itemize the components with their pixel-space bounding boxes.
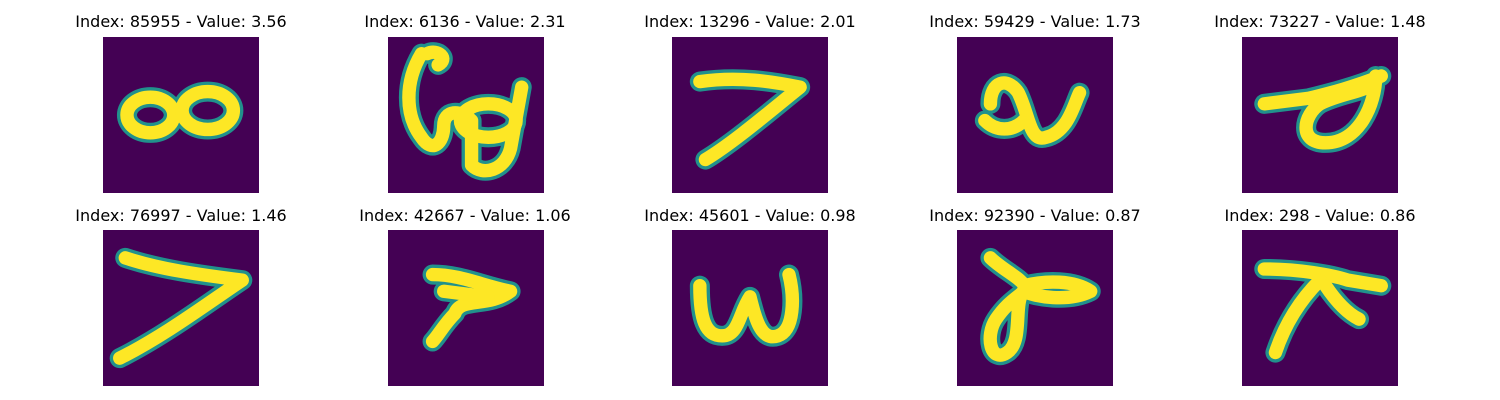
panel-1-title: Index: 85955 - Value: 3.56 bbox=[75, 12, 287, 31]
panel-1-image bbox=[103, 37, 259, 193]
panel-7-image bbox=[388, 230, 544, 386]
panel-5-title: Index: 73227 - Value: 1.48 bbox=[1214, 12, 1426, 31]
panel-3-title: Index: 13296 - Value: 2.01 bbox=[644, 12, 856, 31]
panel-9-image bbox=[957, 230, 1113, 386]
panel-8-image bbox=[672, 230, 828, 386]
panel-2-title: Index: 6136 - Value: 2.31 bbox=[364, 12, 566, 31]
pi-like-glyph bbox=[1242, 230, 1398, 386]
blob-seven-glyph bbox=[388, 230, 544, 386]
panel-9-title: Index: 92390 - Value: 0.87 bbox=[929, 206, 1141, 225]
panel-5-image bbox=[1242, 37, 1398, 193]
looped-seven-glyph bbox=[957, 230, 1113, 386]
panel-6-image bbox=[103, 230, 259, 386]
angled-seven-glyph bbox=[103, 230, 259, 386]
panel-4-title: Index: 59429 - Value: 1.73 bbox=[929, 12, 1141, 31]
seven-like-glyph bbox=[672, 37, 828, 193]
figure-eight-glyph bbox=[103, 37, 259, 193]
panel-2-image bbox=[388, 37, 544, 193]
panel-10-image bbox=[1242, 230, 1398, 386]
panel-7-title: Index: 42667 - Value: 1.06 bbox=[359, 206, 571, 225]
looped-scribble-glyph bbox=[388, 37, 544, 193]
w-shape-glyph bbox=[672, 230, 828, 386]
panel-8-title: Index: 45601 - Value: 0.98 bbox=[644, 206, 856, 225]
panel-3-image bbox=[672, 37, 828, 193]
wave-glyph bbox=[957, 37, 1113, 193]
panel-10-title: Index: 298 - Value: 0.86 bbox=[1224, 206, 1416, 225]
panel-4-image bbox=[957, 37, 1113, 193]
panel-6-title: Index: 76997 - Value: 1.46 bbox=[75, 206, 287, 225]
leaf-loop-glyph bbox=[1242, 37, 1398, 193]
